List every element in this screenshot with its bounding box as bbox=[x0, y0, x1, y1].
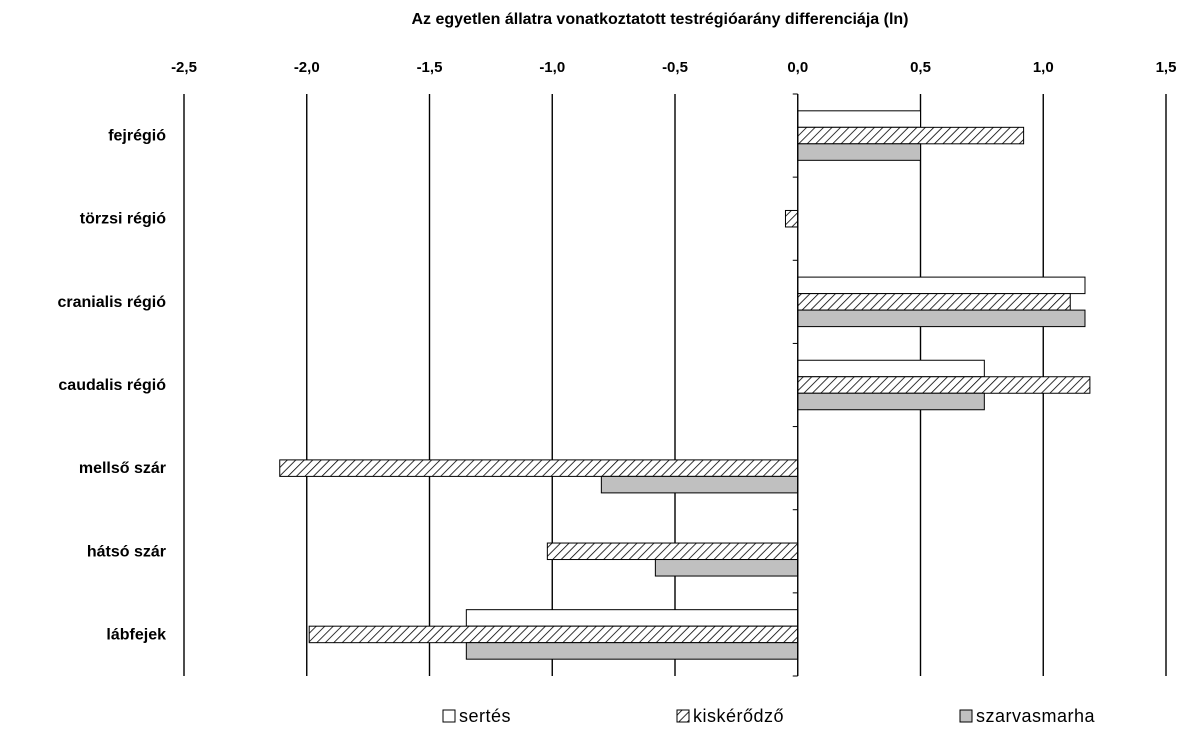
category-label: mellső szár bbox=[79, 460, 166, 477]
category-label: fejrégió bbox=[108, 128, 166, 145]
legend-label: szarvasmarha bbox=[976, 706, 1096, 726]
category-label: hátsó szár bbox=[87, 543, 166, 560]
x-tick-label: -1,5 bbox=[417, 59, 443, 76]
category-label: törzsi régió bbox=[80, 211, 166, 228]
legend-swatch bbox=[959, 709, 973, 723]
bar-kiskérődző bbox=[546, 542, 799, 561]
legend-label: kiskérődző bbox=[693, 706, 784, 726]
bars bbox=[279, 110, 1091, 660]
legend-swatch bbox=[676, 709, 690, 723]
category-label: cranialis régió bbox=[58, 294, 167, 311]
bar-kiskérődző bbox=[279, 459, 799, 477]
x-tick-label: 1,5 bbox=[1156, 59, 1177, 76]
y-axis-category-labels: fejrégió törzsi régió cranialis régió cauda… bbox=[58, 128, 167, 644]
bar-sertés bbox=[797, 359, 985, 378]
bar-szarvasmarha bbox=[465, 642, 799, 660]
bar-szarvasmarha bbox=[797, 392, 985, 411]
bar-szarvasmarha bbox=[797, 309, 1086, 328]
x-tick-label: -2,0 bbox=[294, 59, 320, 76]
x-tick-label: 1,0 bbox=[1033, 59, 1054, 76]
y-axis bbox=[792, 93, 799, 677]
bar-kiskérődző bbox=[797, 293, 1071, 311]
x-axis-tick-labels: -2,5 -2,0 -1,5 -1,0 -0,5 0,0 0,5 1,0 1,5 bbox=[171, 59, 1176, 76]
legend: sertés kiskérődző szarvasmarha bbox=[442, 706, 1096, 726]
category-label: caudalis régió bbox=[58, 377, 166, 394]
bar-sertés bbox=[797, 276, 1086, 295]
x-tick-label: -0,5 bbox=[662, 59, 688, 76]
legend-label: sertés bbox=[459, 706, 511, 726]
bar-szarvasmarha bbox=[797, 143, 921, 161]
x-tick-label: -1,0 bbox=[539, 59, 565, 76]
x-tick-label: 0,0 bbox=[787, 59, 808, 76]
x-tick-label: 0,5 bbox=[910, 59, 931, 76]
bar-kiskérődző bbox=[797, 126, 1025, 145]
legend-swatch bbox=[442, 709, 456, 723]
x-tick-label: -2,5 bbox=[171, 59, 197, 76]
bar-kiskérődző bbox=[308, 625, 799, 644]
bar-kiskérődző bbox=[797, 376, 1091, 394]
bar-sertés bbox=[797, 110, 921, 128]
chart-title: Az egyetlen állatra vonatkoztatott testr… bbox=[411, 11, 908, 28]
bar-szarvasmarha bbox=[600, 475, 799, 494]
bar-sertés bbox=[465, 609, 799, 627]
bar-kiskérődző bbox=[784, 209, 799, 228]
bar-szarvasmarha bbox=[654, 559, 799, 577]
category-label: lábfejek bbox=[106, 626, 166, 643]
